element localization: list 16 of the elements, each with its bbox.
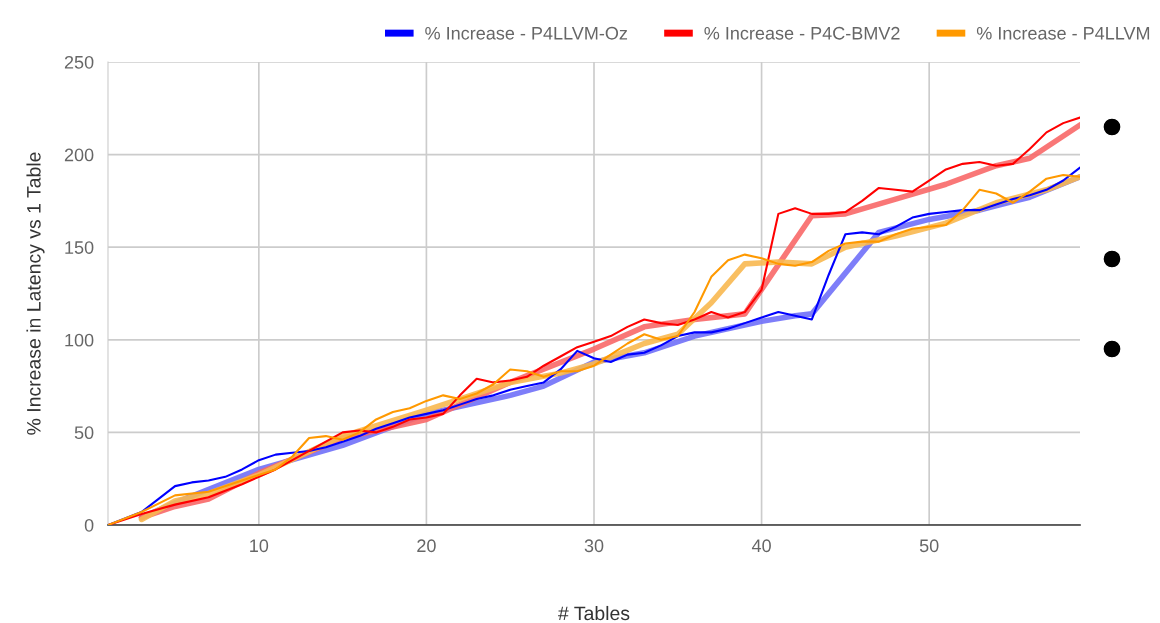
legend-label: % Increase - P4C-BMV2: [704, 26, 900, 40]
y-tick-label: 100: [65, 333, 94, 347]
y-tick-label: 0: [84, 518, 94, 532]
legend-label: % Increase - P4LLVM: [976, 26, 1150, 40]
x-tick-label: 20: [417, 539, 436, 553]
y-axis-title: % Increase in Latency vs 1 Table: [26, 152, 45, 435]
x-axis-title: # Tables: [558, 605, 630, 621]
x-tick-label: 50: [919, 539, 939, 553]
y-tick-label: 50: [74, 426, 94, 440]
x-tick-label: 30: [584, 539, 604, 553]
y-tick-label: 200: [64, 148, 94, 162]
y-tick-label: 250: [64, 55, 94, 69]
x-tick-label: 40: [751, 539, 771, 553]
y-tick-label: 150: [65, 241, 94, 254]
x-tick-label: 10: [250, 539, 269, 553]
legend-label: % Increase - P4LLVM-Oz: [425, 26, 628, 40]
